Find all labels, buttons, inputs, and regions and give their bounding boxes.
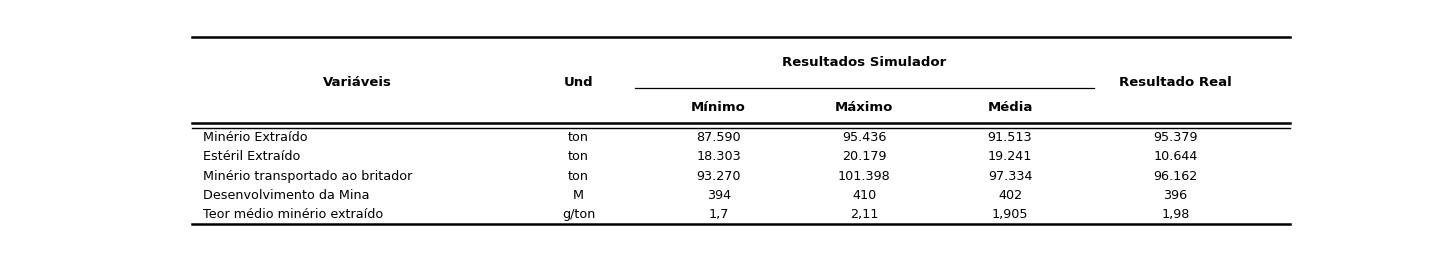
Text: 1,905: 1,905	[992, 208, 1028, 221]
Text: 1,98: 1,98	[1161, 208, 1190, 221]
Text: ton: ton	[568, 169, 589, 182]
Text: Teor médio minério extraído: Teor médio minério extraído	[202, 208, 383, 221]
Text: 96.162: 96.162	[1154, 169, 1197, 182]
Text: Minério transportado ao britador: Minério transportado ao britador	[202, 169, 412, 182]
Text: 87.590: 87.590	[697, 131, 740, 144]
Text: 394: 394	[707, 189, 730, 202]
Text: Und: Und	[564, 76, 593, 89]
Text: Resultados Simulador: Resultados Simulador	[782, 56, 947, 69]
Text: Minério Extraído: Minério Extraído	[202, 131, 308, 144]
Text: 19.241: 19.241	[988, 150, 1032, 163]
Text: 10.644: 10.644	[1152, 150, 1197, 163]
Text: Estéril Extraído: Estéril Extraído	[202, 150, 301, 163]
Text: 93.270: 93.270	[697, 169, 740, 182]
Text: g/ton: g/ton	[562, 208, 596, 221]
Text: ton: ton	[568, 131, 589, 144]
Text: Máximo: Máximo	[836, 101, 894, 114]
Text: 97.334: 97.334	[988, 169, 1032, 182]
Text: Resultado Real: Resultado Real	[1119, 76, 1232, 89]
Text: 1,7: 1,7	[709, 208, 729, 221]
Text: ton: ton	[568, 150, 589, 163]
Text: Média: Média	[988, 101, 1032, 114]
Text: M: M	[573, 189, 584, 202]
Text: 95.379: 95.379	[1152, 131, 1197, 144]
Text: 410: 410	[852, 189, 876, 202]
Text: Mínimo: Mínimo	[691, 101, 746, 114]
Text: 20.179: 20.179	[842, 150, 886, 163]
Text: 95.436: 95.436	[842, 131, 886, 144]
Text: 396: 396	[1163, 189, 1187, 202]
Text: Variáveis: Variáveis	[322, 76, 392, 89]
Text: Desenvolvimento da Mina: Desenvolvimento da Mina	[202, 189, 370, 202]
Text: 402: 402	[998, 189, 1022, 202]
Text: 91.513: 91.513	[988, 131, 1032, 144]
Text: 2,11: 2,11	[850, 208, 879, 221]
Text: 101.398: 101.398	[839, 169, 891, 182]
Text: 18.303: 18.303	[697, 150, 740, 163]
